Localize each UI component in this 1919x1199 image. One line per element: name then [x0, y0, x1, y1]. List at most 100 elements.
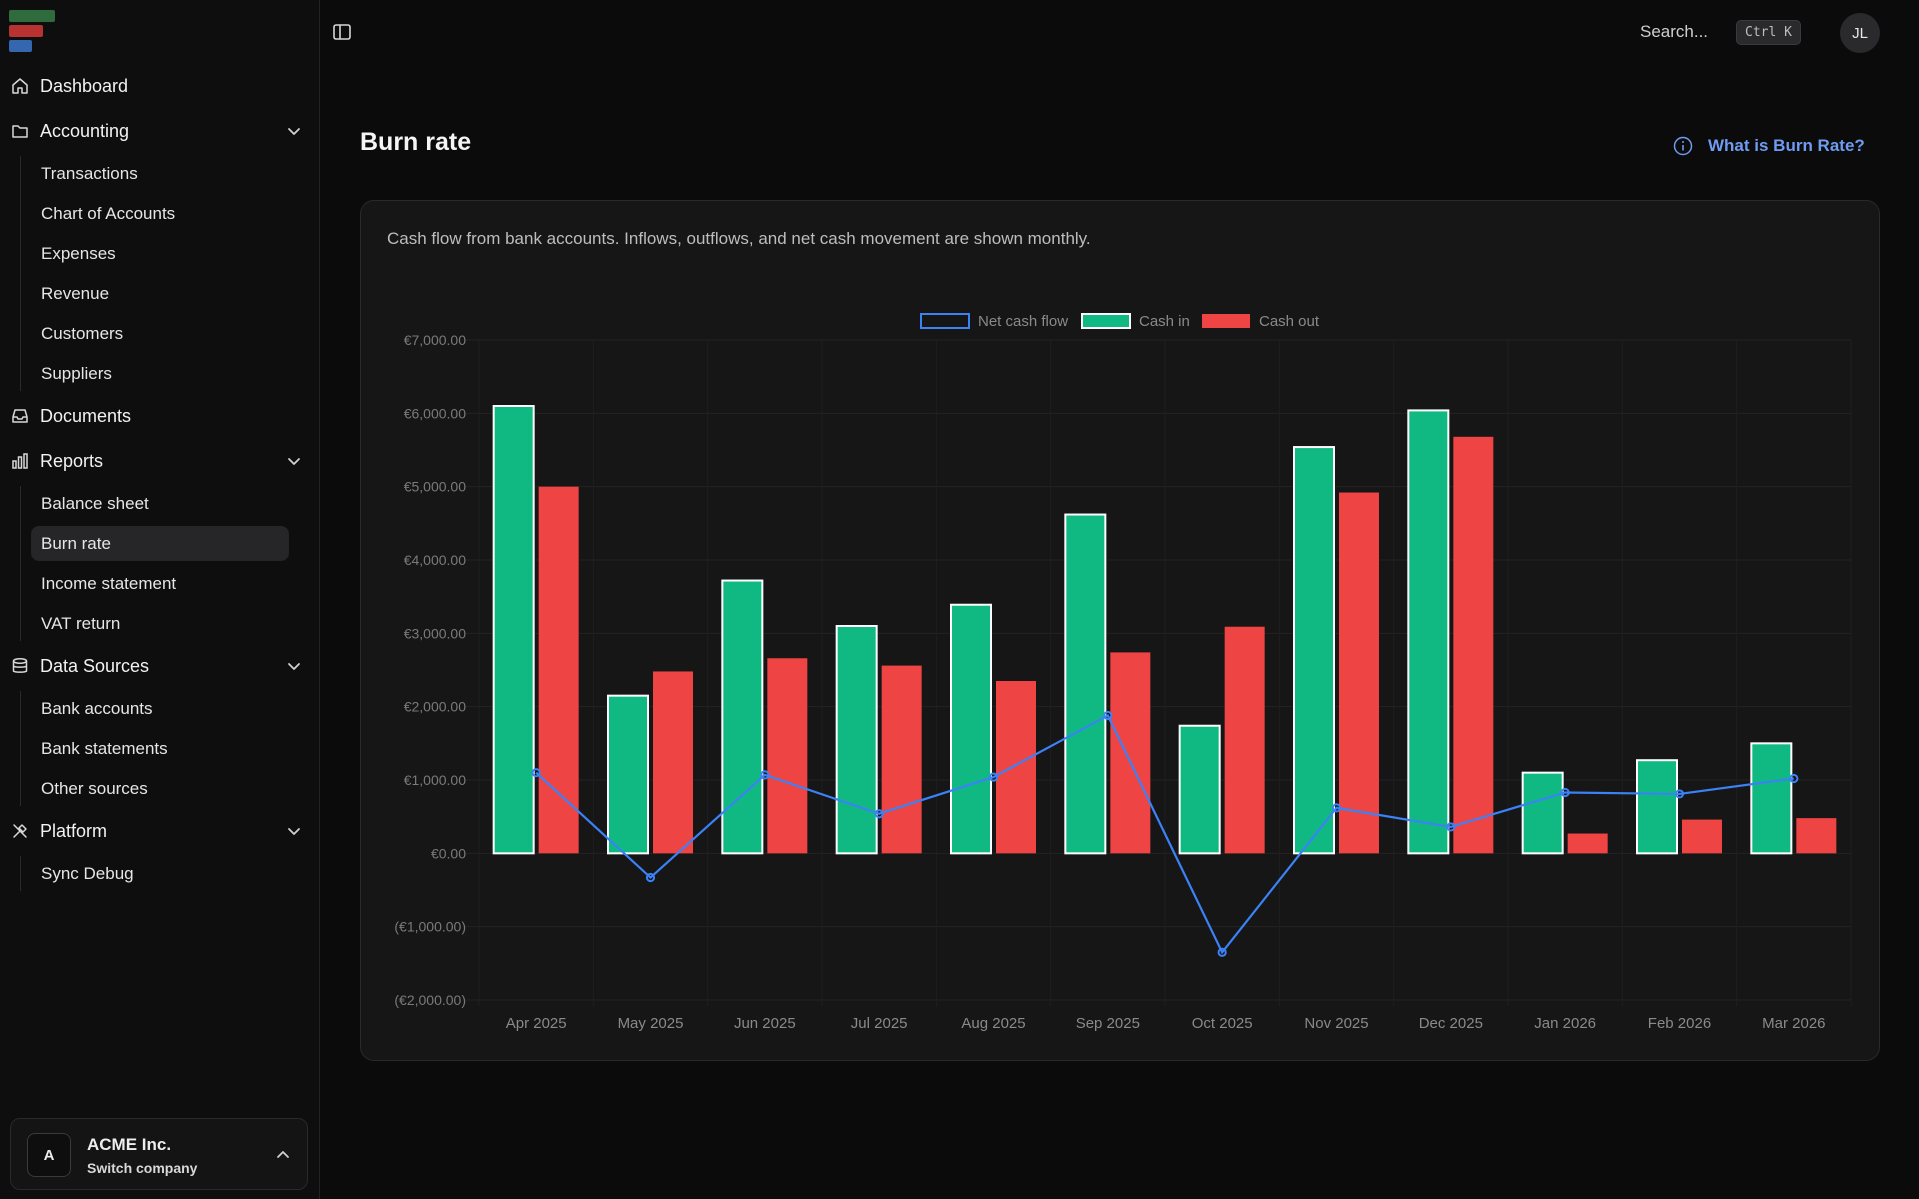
sidebar-section-platform[interactable]: Platform	[0, 811, 320, 851]
cash-out-bar	[1682, 819, 1722, 854]
sidebar-section-reports[interactable]: Reports	[0, 441, 320, 481]
x-tick-label: Apr 2025	[506, 1015, 567, 1032]
net-cash-flow-point	[1217, 947, 1227, 957]
y-tick-label: €0.00	[431, 845, 466, 861]
cash-in-bar	[721, 579, 764, 855]
chevron-down-icon[interactable]	[286, 658, 302, 674]
legend-swatch	[920, 313, 970, 329]
sidebar-section-label: Documents	[40, 405, 132, 426]
cash-out-bar	[1453, 436, 1494, 854]
y-tick-label: (€2,000.00)	[394, 992, 466, 1008]
sidebar-item-other-sources[interactable]: Other sources	[41, 778, 148, 798]
cash-in-bar	[492, 405, 535, 855]
y-tick-label: €4,000.00	[404, 552, 466, 568]
sidebar-item-transactions[interactable]: Transactions	[41, 163, 138, 183]
legend-label: Cash in	[1139, 313, 1190, 330]
sidebar-item-sync-debug[interactable]: Sync Debug	[41, 863, 134, 883]
cash-out-bar	[1796, 818, 1837, 854]
chevron-down-icon[interactable]	[286, 453, 302, 469]
y-tick-label: €5,000.00	[404, 479, 466, 495]
net-cash-flow-point	[645, 872, 656, 883]
app-logo[interactable]	[9, 10, 57, 54]
cash-in-bar	[1636, 759, 1678, 855]
switch-company-label: Switch company	[87, 1160, 198, 1176]
chevron-down-icon[interactable]	[286, 123, 302, 139]
sidebar-item-burn-rate[interactable]: Burn rate	[31, 526, 289, 561]
sidebar-section-documents[interactable]: Documents	[0, 396, 320, 436]
sidebar-item-suppliers[interactable]: Suppliers	[41, 363, 112, 383]
user-avatar[interactable]: JL	[1840, 13, 1880, 53]
net-cash-flow-point	[1446, 822, 1456, 832]
tools-icon	[13, 824, 27, 838]
x-tick-label: Jan 2026	[1534, 1015, 1596, 1032]
cash-out-bar	[1224, 626, 1265, 854]
sidebar-item-expenses[interactable]: Expenses	[41, 243, 116, 263]
legend-label: Net cash flow	[978, 313, 1068, 330]
cash-out-bar	[1110, 652, 1151, 854]
sidebar-section-label: Data Sources	[40, 655, 150, 676]
cash-in-bar	[1293, 446, 1335, 855]
sidebar-section-dashboard[interactable]: Dashboard	[0, 66, 320, 106]
sidebar-nav: Dashboard Accounting Transactions Chart of …	[0, 66, 320, 896]
y-tick-label: €1,000.00	[404, 772, 466, 788]
sidebar-item-customers[interactable]: Customers	[41, 323, 124, 343]
net-cash-flow-point	[760, 770, 770, 780]
sidebar-item-chart-of-accounts[interactable]: Chart of Accounts	[41, 203, 176, 223]
sidebar-section-label: Reports	[40, 450, 104, 471]
sidebar-section-label: Dashboard	[40, 75, 129, 96]
sidebar-section-accounting[interactable]: Accounting	[0, 111, 320, 151]
net-cash-flow-point	[1560, 787, 1570, 798]
cash-out-bar	[538, 486, 579, 854]
chevron-down-icon[interactable]	[286, 823, 302, 839]
sidebar-section-label: Accounting	[40, 120, 130, 141]
net-cash-flow-point	[988, 772, 999, 782]
sidebar-item-balance-sheet[interactable]: Balance sheet	[41, 493, 149, 513]
x-tick-label: Oct 2025	[1192, 1015, 1253, 1032]
what-is-burn-rate-link[interactable]: What is Burn Rate?	[1673, 136, 1865, 156]
sidebar-item-bank-statements[interactable]: Bank statements	[41, 738, 168, 758]
inbox-icon	[12, 409, 28, 423]
sidebar-section-data-sources[interactable]: Data Sources	[0, 646, 320, 686]
y-tick-label: €3,000.00	[404, 625, 466, 641]
net-cash-flow-point	[1789, 773, 1799, 784]
x-tick-label: Nov 2025	[1304, 1015, 1368, 1032]
chevron-up-icon	[277, 1151, 289, 1158]
cash-in-bar	[1521, 771, 1564, 855]
cash-in-bar	[950, 603, 992, 855]
sidebar-item-bank-accounts[interactable]: Bank accounts	[41, 698, 153, 718]
burn-rate-chart: €7,000.00 €6,000.00 €5,000.00 €4,000.00 €3,0…	[394, 313, 1852, 1032]
cash-in-bar	[835, 625, 878, 855]
burn-rate-card: Cash flow from bank accounts. Inflows, o…	[360, 200, 1880, 1061]
net-cash-flow-point	[1103, 710, 1113, 721]
cash-out-bar	[653, 671, 693, 854]
company-avatar: A	[27, 1133, 71, 1177]
cash-out-bar	[1567, 833, 1608, 854]
legend-label: Cash out	[1259, 313, 1320, 330]
sidebar-toggle-icon[interactable]	[332, 22, 352, 42]
sidebar-item-vat-return[interactable]: VAT return	[41, 613, 121, 633]
sidebar-item-income-statement[interactable]: Income statement	[41, 573, 177, 593]
sidebar-item-revenue[interactable]: Revenue	[41, 283, 110, 303]
cash-out-bar	[1339, 492, 1379, 854]
help-link-label: What is Burn Rate?	[1708, 136, 1865, 155]
search-input[interactable]: Search...	[1640, 22, 1709, 41]
y-tick-label: €2,000.00	[404, 699, 466, 715]
net-cash-flow-point	[1331, 803, 1342, 813]
net-cash-flow-point	[874, 809, 884, 819]
x-tick-label: Aug 2025	[961, 1015, 1025, 1032]
cash-out-bar	[767, 658, 808, 854]
net-cash-flow-point	[1674, 789, 1685, 799]
cash-out-bar	[996, 681, 1036, 854]
sidebar-submenu: Transactions Chart of Accounts Expenses Rev…	[20, 156, 320, 391]
company-switcher[interactable]: A ACME Inc. Switch company	[10, 1118, 308, 1190]
cash-in-bar	[1750, 742, 1793, 855]
company-name: ACME Inc.	[87, 1135, 172, 1154]
search-shortcut-badge: Ctrl K	[1736, 20, 1801, 45]
legend-swatch	[1081, 313, 1131, 329]
net-cash-flow-line	[535, 713, 1794, 955]
y-tick-label: (€1,000.00)	[394, 919, 466, 935]
folder-icon	[12, 125, 28, 138]
sidebar-section-label: Platform	[40, 820, 108, 841]
home-icon	[12, 78, 28, 94]
x-tick-label: Jun 2025	[734, 1015, 796, 1032]
